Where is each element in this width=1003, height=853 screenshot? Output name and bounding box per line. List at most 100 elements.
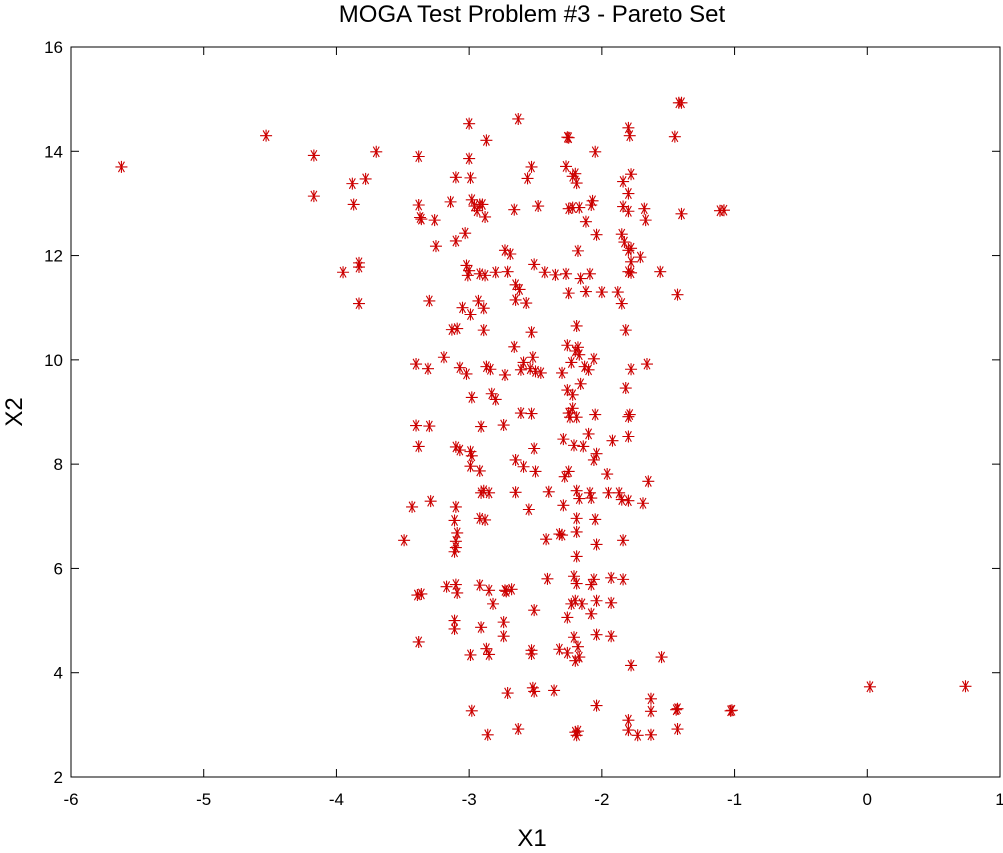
data-point-asterisk (463, 264, 476, 277)
data-point-asterisk (429, 240, 442, 253)
data-point-asterisk (512, 723, 525, 736)
data-point-asterisk (617, 175, 630, 188)
data-point-asterisk (509, 486, 522, 499)
data-point-asterisk (571, 640, 584, 653)
data-point-asterisk (508, 203, 521, 216)
data-point-asterisk (461, 269, 474, 282)
data-point-asterisk (566, 170, 579, 183)
data-point-asterisk (465, 193, 478, 206)
data-point-asterisk (625, 266, 638, 279)
data-point-asterisk (477, 324, 490, 337)
data-point-asterisk (590, 538, 603, 551)
data-point-asterisk (528, 442, 541, 455)
data-point-asterisk (475, 486, 488, 499)
data-point-asterisk (352, 297, 365, 310)
data-point-asterisk (642, 475, 655, 488)
data-point-asterisk (605, 596, 618, 609)
data-point-asterisk (459, 227, 472, 240)
data-point-asterisk (589, 408, 602, 421)
data-point-asterisk (476, 198, 489, 211)
data-point-asterisk (479, 269, 492, 282)
data-point-asterisk (590, 594, 603, 607)
data-point-asterisk (512, 112, 525, 125)
data-point-asterisk (497, 630, 510, 643)
data-point-asterisk (500, 585, 513, 598)
data-point-asterisk (505, 583, 518, 596)
data-point-asterisk (569, 594, 582, 607)
data-point-asterisk (959, 680, 972, 693)
data-point-asterisk (483, 486, 496, 499)
data-point-asterisk (644, 705, 657, 718)
data-point-asterisk (615, 228, 628, 241)
data-point-asterisk (480, 360, 493, 373)
data-point-asterisk (437, 351, 450, 364)
data-point-asterisk (359, 172, 372, 185)
data-point-asterisk (528, 685, 541, 698)
data-point-asterisk (567, 570, 580, 583)
data-point-asterisk (655, 651, 668, 664)
data-point-asterisk (534, 366, 547, 379)
data-point-asterisk (538, 266, 551, 279)
data-point-asterisk (578, 360, 591, 373)
data-point-asterisk (566, 201, 579, 214)
data-point-asterisk (561, 646, 574, 659)
x-tick-label: 1 (995, 790, 1003, 809)
x-tick-label: 0 (863, 790, 872, 809)
data-point-asterisk (465, 704, 478, 717)
data-point-asterisk (573, 651, 586, 664)
data-point-asterisk (540, 533, 553, 546)
data-point-asterisk (622, 494, 635, 507)
x-tick-label: -6 (63, 790, 78, 809)
data-point-asterisk (579, 215, 592, 228)
data-point-asterisk (562, 407, 575, 420)
data-point-asterisk (307, 149, 320, 162)
data-point-asterisk (639, 214, 652, 227)
data-point-asterisk (522, 503, 535, 516)
x-axis-label: X1 (517, 825, 546, 852)
data-point-asterisk (570, 525, 583, 538)
data-point-asterisk (573, 201, 586, 214)
data-point-asterisk (585, 578, 598, 591)
data-point-asterisk (640, 358, 653, 371)
data-point-asterisk (556, 529, 569, 542)
data-point-asterisk (532, 200, 545, 213)
data-point-asterisk (525, 647, 538, 660)
data-point-asterisk (464, 460, 477, 473)
data-point-asterisk (570, 550, 583, 563)
data-point-asterisk (617, 200, 630, 213)
data-point-asterisk (115, 160, 128, 173)
y-tick-label: 8 (54, 455, 63, 474)
y-tick-label: 14 (44, 142, 63, 161)
data-point-asterisk (557, 499, 570, 512)
chart-title: MOGA Test Problem #3 - Pareto Set (339, 1, 726, 28)
data-point-asterisk (448, 545, 461, 558)
data-point-asterisk (444, 195, 457, 208)
data-point-asterisk (451, 586, 464, 599)
data-point-asterisk (504, 248, 517, 261)
data-point-asterisk (644, 692, 657, 705)
data-point-asterisk (412, 198, 425, 211)
data-point-asterisk (448, 622, 461, 635)
data-point-asterisk (337, 266, 350, 279)
data-point-asterisk (489, 266, 502, 279)
data-point-asterisk (513, 283, 526, 296)
data-point-asterisk (590, 228, 603, 241)
y-tick-label: 12 (44, 247, 63, 266)
data-point-asterisk (623, 129, 636, 142)
data-point-asterisk (484, 363, 497, 376)
data-point-asterisk (477, 484, 490, 497)
data-point-asterisk (517, 460, 530, 473)
data-point-asterisk (605, 630, 618, 643)
data-point-asterisk (566, 388, 579, 401)
data-point-asterisk (618, 236, 631, 249)
x-tick-label: -3 (462, 790, 477, 809)
y-tick-label: 6 (54, 559, 63, 578)
data-point-asterisk (567, 631, 580, 644)
data-point-asterisk (483, 584, 496, 597)
y-tick-label: 2 (54, 768, 63, 787)
data-point-asterisk (561, 611, 574, 624)
data-point-asterisk (583, 486, 596, 499)
y-tick-label: 16 (44, 38, 63, 57)
data-point-asterisk (553, 643, 566, 656)
